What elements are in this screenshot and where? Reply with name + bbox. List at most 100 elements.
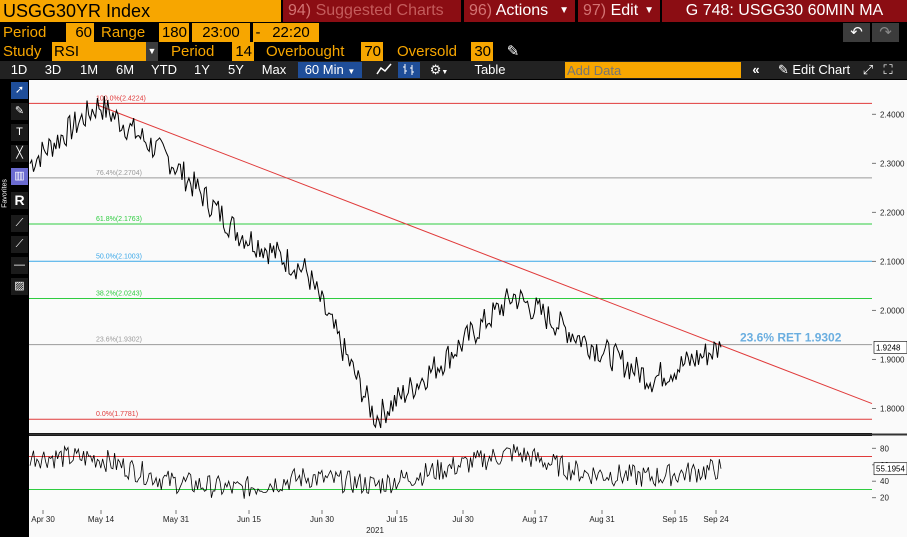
overbought-field[interactable]: 70 xyxy=(361,42,383,61)
fib-level-label: 61.8%(2.1763) xyxy=(96,216,142,223)
x-tick-label: Aug 31 xyxy=(589,515,615,524)
last-price-label: 1.9248 xyxy=(876,343,901,352)
ticker-label: USGG30YR Index xyxy=(3,1,151,21)
edit-button[interactable]: 97) Edit ▼ xyxy=(578,0,660,22)
zoom-button[interactable]: Zoom xyxy=(500,81,519,88)
study-select[interactable]: RSI xyxy=(52,42,146,61)
x-tick-label: Jul 30 xyxy=(452,515,474,524)
favorites-label: Favorites xyxy=(1,179,9,208)
oversold-label: Oversold xyxy=(397,43,458,60)
time-to-field[interactable]: 22:20 xyxy=(263,23,319,42)
x-tick-label: May 14 xyxy=(88,515,115,524)
rsi-tick-label: 60 xyxy=(880,461,889,470)
edit-chart-button[interactable]: ✎ Edit Chart xyxy=(772,62,856,78)
pattern-icon[interactable]: ▨ xyxy=(11,278,28,295)
y-tick-label: 2.0000 xyxy=(880,306,905,315)
news-button[interactable]: News xyxy=(465,81,483,88)
range-5y-button[interactable]: 5Y xyxy=(228,62,244,77)
last-price-box xyxy=(873,340,907,354)
pen-icon[interactable]: ✎ xyxy=(11,103,28,120)
range-1m-button[interactable]: 1M xyxy=(79,62,99,77)
rsi-panel-bg xyxy=(29,436,872,510)
trendline xyxy=(95,104,873,405)
annotation: 23.6% RET 1.9302 xyxy=(740,331,842,345)
pencil-icon[interactable]: ✎ xyxy=(506,43,520,60)
oversold-field[interactable]: 30 xyxy=(471,42,493,61)
y-tick-label: 2.1000 xyxy=(880,257,905,266)
rsi-tick-label: 80 xyxy=(880,444,889,453)
settings-icon[interactable]: ⚙▼ xyxy=(429,62,449,77)
chart-id-title: G 748: USGG30 60MIN MA xyxy=(662,0,907,22)
interval-label: 60 Min xyxy=(304,62,344,77)
range-max-button[interactable]: Max xyxy=(261,62,287,77)
pencil-icon: ✎ xyxy=(777,62,789,77)
reset-label: Reset xyxy=(515,95,536,104)
range-6m-button[interactable]: 6M xyxy=(115,62,135,77)
annotate-button[interactable]: Annotate xyxy=(429,81,458,88)
range-label: Range xyxy=(101,24,146,41)
rsi-series xyxy=(29,444,872,499)
y-tick-label: 2.2000 xyxy=(880,208,905,217)
redo-icon[interactable]: ↷ xyxy=(872,23,899,42)
collapse-icon[interactable]: « xyxy=(752,62,760,77)
time-from-field[interactable]: 23:00 xyxy=(192,23,250,42)
edit-num: 97) xyxy=(583,2,607,19)
range-field[interactable]: 180 xyxy=(159,23,189,42)
time-separator: - xyxy=(253,23,263,42)
fibonacci-levels: 100.0%(2.4224) 76.4%(2.2704) 61.8%(2.1763)… xyxy=(29,95,872,420)
track-button[interactable]: Track xyxy=(394,81,412,88)
actions-button[interactable]: 96) Actions ▼ xyxy=(464,0,575,22)
expand-icon[interactable]: ⛶ xyxy=(883,62,893,77)
range-1y-button[interactable]: 1Y xyxy=(194,62,210,77)
x-tick-label: Jun 30 xyxy=(310,515,335,524)
actions-label: Actions xyxy=(495,2,549,19)
line-up-icon[interactable]: ⟋ xyxy=(11,215,28,232)
rsi-tick-label: 40 xyxy=(880,477,889,486)
axes: Apr 30 May 14 May 31 Jun 15 Jun 30 Jul 15 Jul … xyxy=(31,110,907,535)
range-1d-button[interactable]: 1D xyxy=(10,62,28,77)
chart-mini-toolbar: Track Annotate News Zoom xyxy=(390,80,538,92)
x-tick-label: Aug 17 xyxy=(522,515,548,524)
study-period-field[interactable]: 14 xyxy=(232,42,254,61)
cursor-icon[interactable]: ➚ xyxy=(11,82,28,99)
caret-down-icon: ▼ xyxy=(347,67,356,76)
line-up-icon-2[interactable]: ⟋ xyxy=(11,236,28,253)
range-ytd-button[interactable]: YTD xyxy=(151,62,177,77)
suggested-num: 94) xyxy=(288,2,312,19)
hline-icon[interactable]: — xyxy=(11,257,28,274)
fib-level-label: 38.2%(2.0243) xyxy=(96,291,142,298)
rsi-last-label: 55.1954 xyxy=(876,465,905,474)
price-line xyxy=(29,95,722,429)
undo-icon[interactable]: ↶ xyxy=(843,23,870,42)
rsi-line xyxy=(29,444,722,499)
period-field[interactable]: 60 xyxy=(66,23,94,42)
range-3d-button[interactable]: 3D xyxy=(44,62,62,77)
y-tick-label: 1.8000 xyxy=(880,404,905,413)
y-axis-bg xyxy=(872,80,907,510)
interval-select[interactable]: 60 Min ▼ xyxy=(298,62,362,78)
study-period-label: Period xyxy=(171,43,215,60)
fib-level-label: 23.6%(1.9302) xyxy=(96,337,142,344)
trendline-line xyxy=(95,104,873,405)
x-tick-label: May 31 xyxy=(163,515,190,524)
x-tick-label: Jun 15 xyxy=(237,515,262,524)
study-dropdown-icon[interactable]: ▼ xyxy=(146,42,158,61)
resize-icon[interactable]: ⤢ xyxy=(862,62,874,77)
actions-num: 96) xyxy=(469,2,493,19)
edit-label: Edit xyxy=(610,2,639,19)
bar-chart-icon[interactable] xyxy=(398,62,420,78)
ticker-bar[interactable]: USGG30YR Index xyxy=(0,0,281,22)
retracement-annotation: 23.6% RET 1.9302 xyxy=(740,331,842,345)
price-panel-bg xyxy=(29,80,872,433)
period-label: Period xyxy=(3,24,47,41)
suggested-charts-button[interactable]: 94) Suggested Charts xyxy=(283,0,461,22)
r-icon[interactable]: R xyxy=(11,192,28,209)
text-icon[interactable]: T xyxy=(11,124,28,141)
add-data-input[interactable] xyxy=(565,62,741,78)
line-chart-icon[interactable] xyxy=(374,62,394,78)
table-button[interactable]: Table xyxy=(474,62,506,77)
reset-button[interactable]: ● Reset xyxy=(505,94,539,106)
trend-icon[interactable]: ╳ xyxy=(11,145,28,162)
favorites-tab[interactable]: Favorites xyxy=(0,80,10,280)
bar-icon[interactable]: ▥ xyxy=(11,168,28,185)
